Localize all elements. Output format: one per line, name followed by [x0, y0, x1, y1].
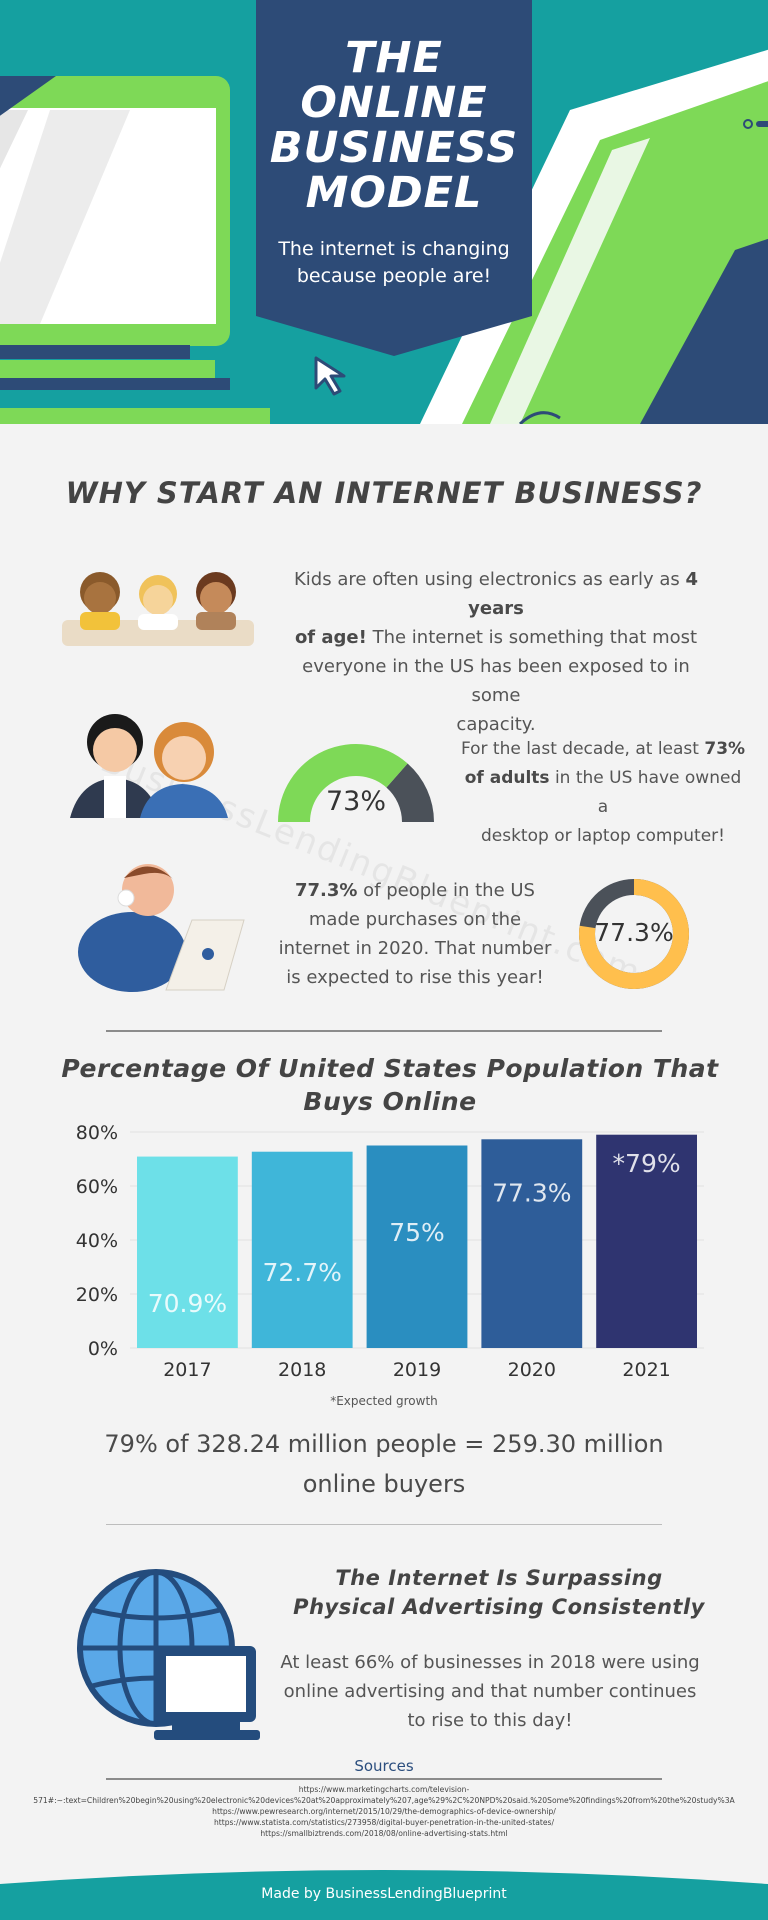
divider-3	[106, 1778, 662, 1780]
source-link-1-cont[interactable]: 571#:~:text=Children%20begin%20using%20e…	[33, 1796, 735, 1805]
monitor-corner	[0, 76, 56, 116]
section-heading-why: WHY START AN INTERNET BUSINESS?	[65, 476, 703, 510]
bar-data-label: 75%	[389, 1218, 445, 1247]
bar	[596, 1134, 697, 1348]
chart-title: Percentage Of United States Population T…	[61, 1054, 719, 1116]
footer-credit: Made by BusinessLendingBlueprint	[261, 1886, 507, 1902]
monitor-stand-top	[0, 345, 190, 359]
source-link-4[interactable]: https://smallbiztrends.com/2018/08/onlin…	[260, 1829, 508, 1838]
phone-button	[518, 411, 561, 424]
y-tick-label: 20%	[76, 1284, 118, 1306]
sources-list: https://www.marketingcharts.com/televisi…	[0, 1784, 768, 1839]
buyers-statement: 79% of 328.24 million people = 259.30 mi…	[104, 1430, 664, 1498]
desk-strip	[0, 408, 270, 424]
phone-camera	[743, 119, 753, 129]
cursor-icon	[314, 356, 346, 396]
keyboard	[0, 360, 215, 378]
adults-gauge-label: 73%	[325, 786, 386, 817]
adults-gauge	[278, 744, 434, 822]
page-subtitle: The internet is changing because people …	[278, 238, 510, 287]
devices-illustration	[0, 0, 768, 424]
bar-chart: 0% 20% 40% 60% 80% 70.9% 2017 72.7% 2018 75% 2019…	[76, 1122, 704, 1378]
purchases-ring-label: 77.3%	[594, 918, 674, 947]
phone-side	[640, 238, 768, 424]
bar	[251, 1151, 353, 1348]
shopper-illustration	[78, 864, 245, 992]
y-tick-label: 60%	[76, 1176, 118, 1198]
source-link-2[interactable]: https://www.pewresearch.org/internet/201…	[212, 1807, 556, 1816]
keyboard-edge	[0, 378, 230, 390]
chart-note: *Expected growth	[330, 1394, 438, 1408]
screen-glare-1	[0, 110, 28, 169]
sources-title: Sources	[354, 1757, 414, 1775]
divider-1	[106, 1030, 662, 1032]
adults-illustration	[70, 714, 228, 818]
phone-glare	[490, 138, 650, 424]
bar-data-label: 70.9%	[148, 1289, 227, 1318]
x-tick-label: 2021	[622, 1359, 670, 1378]
bar	[137, 1156, 238, 1348]
page-title: THE ONLINE BUSINESS MODEL	[269, 33, 519, 218]
bar-data-label: 72.7%	[262, 1258, 341, 1287]
hero-header: THE ONLINE BUSINESS MODEL The internet i…	[0, 0, 768, 424]
phone-speaker	[756, 121, 768, 127]
kids-illustration	[62, 572, 254, 646]
source-link-1[interactable]: https://www.marketingcharts.com/televisi…	[298, 1785, 470, 1794]
advertising-paragraph: At least 66% of businesses in 2018 were …	[280, 1652, 700, 1731]
bar-data-label: 77.3%	[492, 1178, 571, 1207]
title-banner	[256, 0, 532, 356]
y-tick-label: 80%	[76, 1122, 118, 1144]
x-tick-label: 2019	[393, 1359, 441, 1378]
kids-paragraph: Kids are often using electronics as earl…	[294, 569, 698, 735]
adults-paragraph: For the last decade, at least 73% of adu…	[460, 739, 746, 846]
footer-wave	[0, 1870, 768, 1920]
x-tick-label: 2018	[278, 1359, 326, 1378]
y-tick-label: 40%	[76, 1230, 118, 1252]
y-tick-label: 0%	[88, 1338, 118, 1360]
source-link-3[interactable]: https://www.statista.com/statistics/2739…	[213, 1818, 555, 1827]
bar-data-label: *79%	[613, 1149, 681, 1178]
x-tick-label: 2017	[163, 1359, 211, 1378]
globe-illustration	[77, 1569, 260, 1740]
x-tick-label: 2020	[508, 1359, 556, 1378]
purchases-paragraph: 77.3% of people in the US made purchases…	[278, 880, 552, 988]
bar	[481, 1139, 583, 1348]
purchases-ring	[579, 879, 689, 989]
advertising-heading: The Internet Is Surpassing Physical Adve…	[293, 1566, 705, 1619]
divider-2	[106, 1524, 662, 1525]
screen-glare-2	[0, 110, 130, 324]
bar	[366, 1145, 468, 1348]
